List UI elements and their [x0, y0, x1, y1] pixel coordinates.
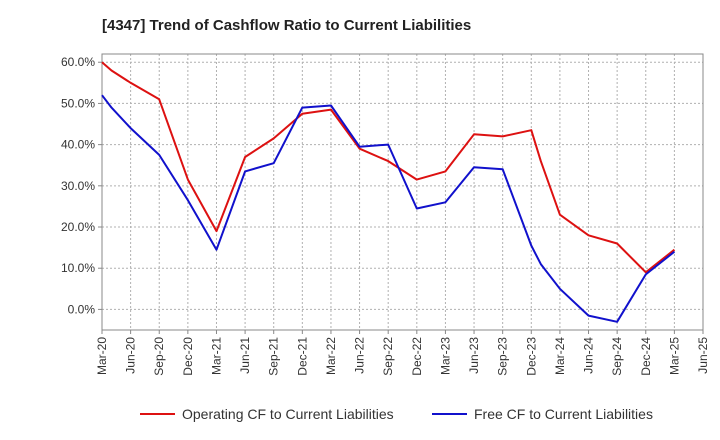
grid-layer [101, 54, 704, 330]
x-tick-label: Dec-20 [181, 337, 195, 376]
y-tick-label: 20.0% [61, 220, 95, 234]
x-tick-label: Sep-23 [496, 337, 510, 376]
x-tick-label: Jun-25 [696, 337, 710, 374]
series-line-free-cf [101, 94, 676, 323]
legend-label-operating-cf: Operating CF to Current Liabilities [182, 406, 394, 422]
x-tick-label: Dec-24 [639, 337, 653, 376]
x-tick-label: Mar-21 [209, 337, 223, 375]
x-tick-label: Mar-22 [324, 337, 338, 375]
series-line-operating-cf [101, 61, 676, 274]
x-tick-label: Jun-22 [353, 337, 367, 374]
y-tick-label: 60.0% [61, 55, 95, 69]
y-tick-label: 40.0% [61, 138, 95, 152]
x-tick-label: Mar-25 [667, 337, 681, 375]
x-tick-label: Sep-22 [381, 337, 395, 376]
x-tick-label: Mar-20 [95, 337, 109, 375]
x-tick-label: Jun-21 [238, 337, 252, 374]
x-tick-label: Jun-23 [467, 337, 481, 374]
x-tick-label: Mar-23 [438, 337, 452, 375]
x-tick-label: Dec-23 [524, 337, 538, 376]
y-tick-label: 0.0% [68, 302, 96, 316]
y-tick-label: 30.0% [61, 179, 95, 193]
x-tick-label: Jun-24 [582, 337, 596, 374]
x-tick-label: Sep-24 [610, 337, 624, 376]
x-tick-label: Sep-21 [267, 337, 281, 376]
plot-frame [101, 53, 704, 331]
x-tick-label: Dec-22 [410, 337, 424, 376]
x-tick-label: Mar-24 [553, 337, 567, 375]
y-axis: 0.0% 10.0% 20.0% 30.0% 40.0% 50.0% 60.0% [61, 55, 102, 316]
x-axis: Mar-20 Jun-20 Sep-20 Dec-20 Mar-21 Jun-21 Sep-… [95, 330, 710, 376]
legend: Operating CF to Current Liabilities Free… [140, 406, 653, 422]
x-tick-label: Jun-20 [124, 337, 138, 374]
legend-label-free-cf: Free CF to Current Liabilities [474, 406, 653, 422]
x-tick-label: Dec-21 [295, 337, 309, 376]
series-layer [101, 61, 676, 323]
y-tick-label: 50.0% [61, 96, 95, 110]
chart-title: [4347] Trend of Cashflow Ratio to Curren… [102, 17, 471, 34]
x-tick-label: Sep-20 [152, 337, 166, 376]
y-tick-label: 10.0% [61, 261, 95, 275]
